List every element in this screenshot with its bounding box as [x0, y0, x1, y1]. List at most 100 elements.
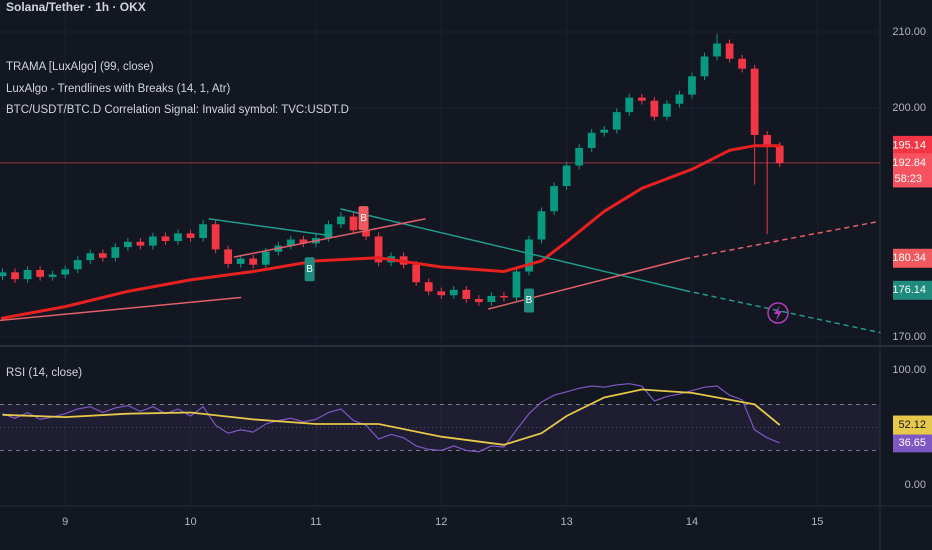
candle-body: [625, 97, 634, 113]
ma-value-box: [893, 415, 932, 435]
trend-line: [0, 296, 242, 322]
candle-body: [562, 165, 571, 187]
plot: [0, 33, 881, 453]
alert-icon: [767, 302, 789, 324]
x-tick-label: 11: [310, 516, 321, 528]
trend-line: [1, 144, 782, 320]
candle-body: [0, 272, 7, 277]
candle-body: [437, 291, 446, 296]
y-tick-label: 0.00: [905, 479, 926, 491]
candle-body: [136, 241, 145, 246]
y-tick-label: 210.00: [892, 26, 926, 38]
price-label-box: [893, 135, 932, 155]
candle-body: [637, 97, 646, 101]
candle-body: [261, 251, 270, 265]
candle-body: [61, 269, 70, 275]
candle-body: [700, 56, 709, 77]
indicator-label: BTC/USDT/BTC.D Correlation Signal: Inval…: [6, 104, 349, 116]
candle-body: [23, 270, 32, 280]
candle-body: [512, 271, 521, 298]
indicator-label: LuxAlgo - Trendlines with Breaks (14, 1,…: [6, 83, 231, 95]
rsi-line: [2, 383, 780, 453]
candle-body: [650, 100, 659, 117]
candle-body: [725, 43, 734, 59]
x-tick-label: 15: [811, 516, 823, 528]
trend-line: [684, 220, 881, 260]
y-tick-label: 170.00: [892, 331, 926, 343]
trend-line: [488, 257, 687, 310]
candle-body: [337, 216, 345, 225]
candle-body: [249, 258, 258, 265]
break-label: B: [306, 264, 313, 275]
break-label-box: [524, 288, 535, 313]
candle-body: [663, 103, 671, 117]
x-tick-label: 14: [686, 516, 698, 528]
symbol-title: Solana/Tether · 1h · OKX: [6, 0, 146, 14]
candle-body: [525, 239, 533, 272]
candle-body: [462, 289, 471, 299]
indicator-label: TRAMA [LuxAlgo] (99, close): [6, 61, 154, 73]
trend-line: [208, 218, 332, 237]
candle-body: [211, 224, 220, 250]
candle-body: [550, 186, 558, 212]
candle-body: [86, 253, 95, 261]
candle-body: [123, 241, 132, 248]
candle-body: [612, 112, 621, 130]
overlay: B B B 195.14 192.84 58:23 180.34 176.14 36.65 52.…: [304, 135, 932, 453]
candle-body: [362, 230, 370, 237]
candle-body: [349, 216, 358, 231]
candle-body: [412, 264, 421, 283]
candle-body: [36, 270, 44, 277]
candle-body: [487, 295, 496, 303]
trend-line: [340, 208, 687, 292]
candle-body: [174, 233, 182, 242]
candle-body: [688, 76, 696, 95]
y-tick-label: 100.00: [892, 364, 926, 376]
rsi-ma-line: [2, 388, 781, 446]
candle-body: [374, 236, 383, 263]
candle-body: [500, 295, 508, 298]
break-label-box: [304, 257, 315, 282]
candle-body: [763, 135, 772, 146]
candle-body: [537, 211, 546, 240]
candle-body: [98, 253, 107, 258]
price-label: 192.84: [892, 157, 926, 169]
candle-body: [73, 260, 82, 270]
x-tick-label: 9: [62, 516, 68, 528]
candle-body: [713, 43, 721, 57]
candle-body: [449, 289, 458, 296]
break-label: B: [526, 295, 533, 306]
candle-body: [775, 145, 784, 164]
price-label: 176.14: [892, 284, 926, 296]
candle-body: [286, 239, 295, 246]
candle-body: [575, 147, 584, 166]
break-label: B: [360, 213, 367, 224]
candle-body: [738, 58, 746, 69]
candle-body: [199, 224, 207, 238]
candle-body: [236, 258, 245, 264]
candle-body: [149, 236, 157, 246]
y-tick-label: 200.00: [892, 102, 926, 114]
candle-body: [324, 224, 333, 238]
candle-body: [424, 282, 433, 292]
price-label-box: [893, 248, 932, 268]
x-tick-label: 13: [560, 516, 572, 528]
rsi-title: RSI (14, close): [6, 367, 82, 379]
candle-body: [474, 298, 483, 303]
candle-body: [600, 129, 609, 133]
price-label: 195.14: [892, 139, 926, 151]
price-label-box: [893, 280, 932, 300]
rsi-value-label: 36.65: [898, 437, 926, 449]
trend-line: [233, 218, 426, 258]
grid: [0, 0, 880, 505]
candle-body: [11, 272, 19, 280]
x-tick-label: 12: [435, 516, 447, 528]
trend-line: [684, 289, 881, 334]
price-label: 180.34: [892, 252, 926, 264]
rsi-value-box: [893, 433, 932, 453]
candle-body: [111, 247, 120, 258]
candle-body: [161, 236, 170, 242]
